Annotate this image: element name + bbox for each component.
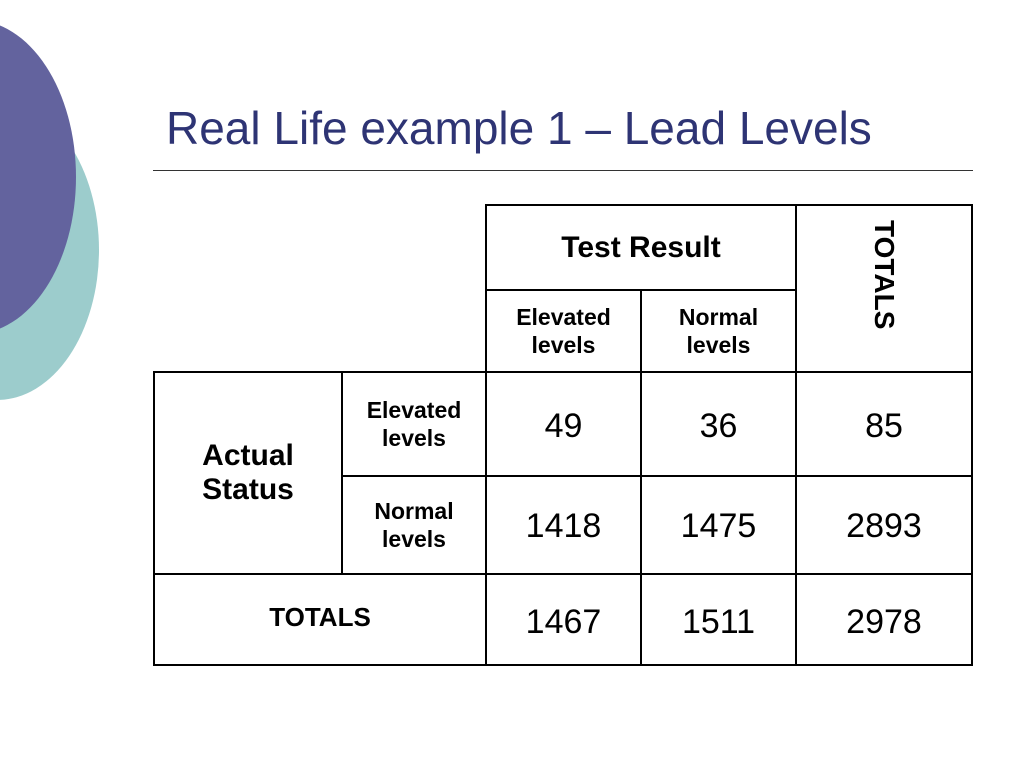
cell-normal-elevated: 1418 <box>525 507 602 545</box>
table-border <box>153 573 973 575</box>
table-border <box>486 204 973 206</box>
totals-column-header: TOTALS <box>797 206 971 371</box>
cell-elevated-elevated: 49 <box>544 407 583 445</box>
cell-elevated-total: 85 <box>865 407 903 445</box>
table-border <box>153 371 973 373</box>
cell-normal-normal: 1475 <box>680 507 757 545</box>
cell-total-elevated: 1467 <box>525 603 602 641</box>
slide-title: Real Life example 1 – Lead Levels <box>166 102 872 154</box>
table-border <box>485 204 487 666</box>
table-border <box>153 371 155 666</box>
table-border <box>971 204 973 666</box>
column-header-normal: Normal levels <box>678 304 759 358</box>
column-header-elevated: Elevated levels <box>516 304 611 358</box>
row-header-normal: Normal levels <box>374 498 454 552</box>
table-border <box>153 664 973 666</box>
table-border <box>640 289 642 666</box>
test-result-header: Test Result <box>561 230 721 264</box>
row-header-elevated: Elevated levels <box>366 397 462 451</box>
actual-status-header: Actual Status <box>202 439 294 506</box>
cell-elevated-normal: 36 <box>699 407 738 445</box>
title-divider <box>153 170 973 171</box>
cell-normal-total: 2893 <box>846 507 922 545</box>
cell-total-normal: 1511 <box>681 603 756 641</box>
totals-row-header: TOTALS <box>269 601 371 632</box>
table-border <box>795 204 797 666</box>
totals-column-label: TOTALS <box>869 220 900 330</box>
table-border <box>341 475 973 477</box>
table-border <box>341 371 343 575</box>
cell-grand-total: 2978 <box>846 603 922 641</box>
